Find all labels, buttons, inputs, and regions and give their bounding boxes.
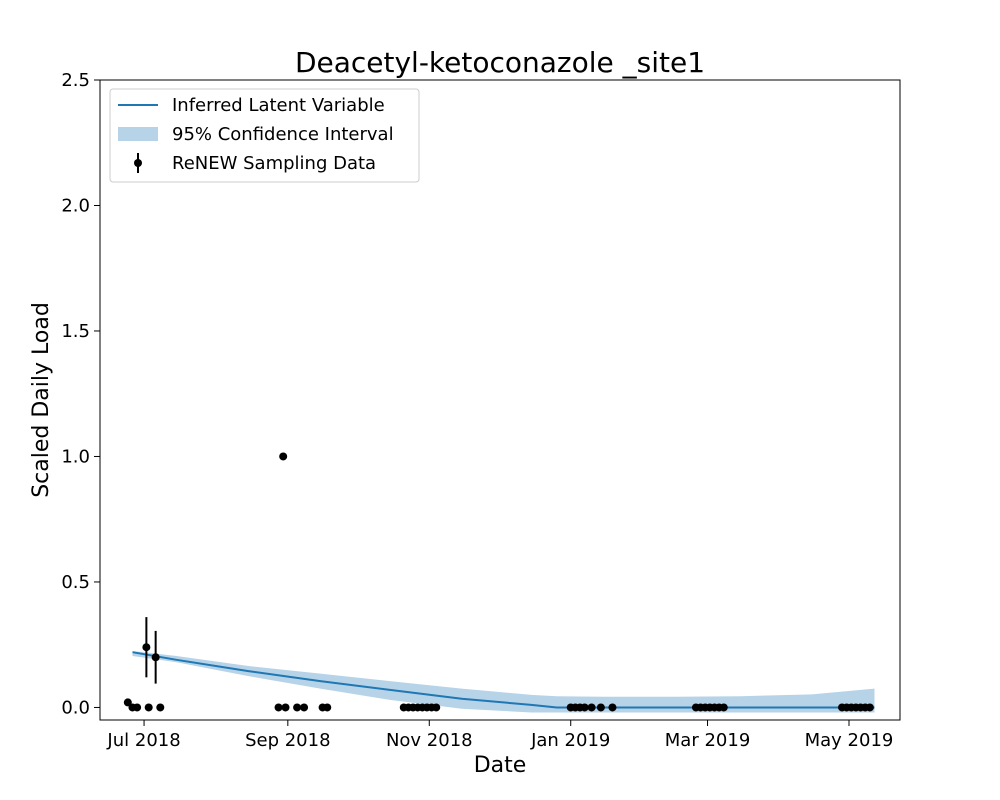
x-axis: Jul 2018 Sep 2018 Nov 2018 Jan 2019 Mar 2019… [106, 720, 893, 751]
data-point [596, 703, 605, 712]
data-point [274, 703, 283, 712]
x-tick-label: Sep 2018 [245, 730, 330, 751]
data-point [587, 703, 596, 712]
data-point [123, 698, 132, 707]
y-tick-label: 2.0 [61, 195, 90, 216]
data-point [432, 703, 441, 712]
y-tick-label: 1.5 [61, 321, 90, 342]
x-axis-label: Date [474, 753, 527, 778]
legend-box [109, 88, 420, 183]
x-tick-label: Mar 2019 [665, 730, 751, 751]
x-tick-label: Nov 2018 [386, 730, 473, 751]
y-axis-label: Scaled Daily Load [29, 302, 54, 498]
data-point [151, 653, 160, 662]
data-point [281, 703, 290, 712]
data-point [719, 703, 728, 712]
latent-variable-line [132, 651, 875, 709]
data-point [300, 703, 309, 712]
x-tick-label: Jan 2019 [530, 730, 610, 751]
y-axis: 0.0 0.5 1.0 1.5 2.0 2.5 [61, 70, 100, 718]
y-tick-label: 0.0 [61, 697, 90, 718]
data-point [144, 703, 153, 712]
data-point [279, 452, 288, 461]
legend-point-swatch [134, 159, 142, 167]
legend-label-points: ReNEW Sampling Data [172, 153, 376, 174]
legend-label-band: 95% Confidence Interval [172, 124, 394, 145]
legend-label-line: Inferred Latent Variable [172, 95, 385, 116]
data-point [608, 703, 617, 712]
data-point [142, 643, 151, 652]
y-tick-label: 0.5 [61, 572, 90, 593]
x-tick-label: Jul 2018 [106, 730, 180, 751]
data-point [156, 703, 165, 712]
y-tick-label: 1.0 [61, 446, 90, 467]
data-point [865, 703, 874, 712]
plot-frame [99, 79, 901, 721]
confidence-band [132, 651, 875, 713]
data-point [293, 703, 302, 712]
legend: Inferred Latent Variable 95% Confidence … [109, 88, 420, 183]
chart-title: Deacetyl-ketoconazole _site1 [295, 46, 705, 79]
y-tick-label: 2.5 [61, 70, 90, 91]
data-point [323, 703, 332, 712]
data-point [580, 703, 589, 712]
plot-area [123, 452, 875, 713]
legend-band-swatch [118, 127, 158, 141]
x-tick-label: May 2019 [805, 730, 894, 751]
data-point [133, 703, 142, 712]
